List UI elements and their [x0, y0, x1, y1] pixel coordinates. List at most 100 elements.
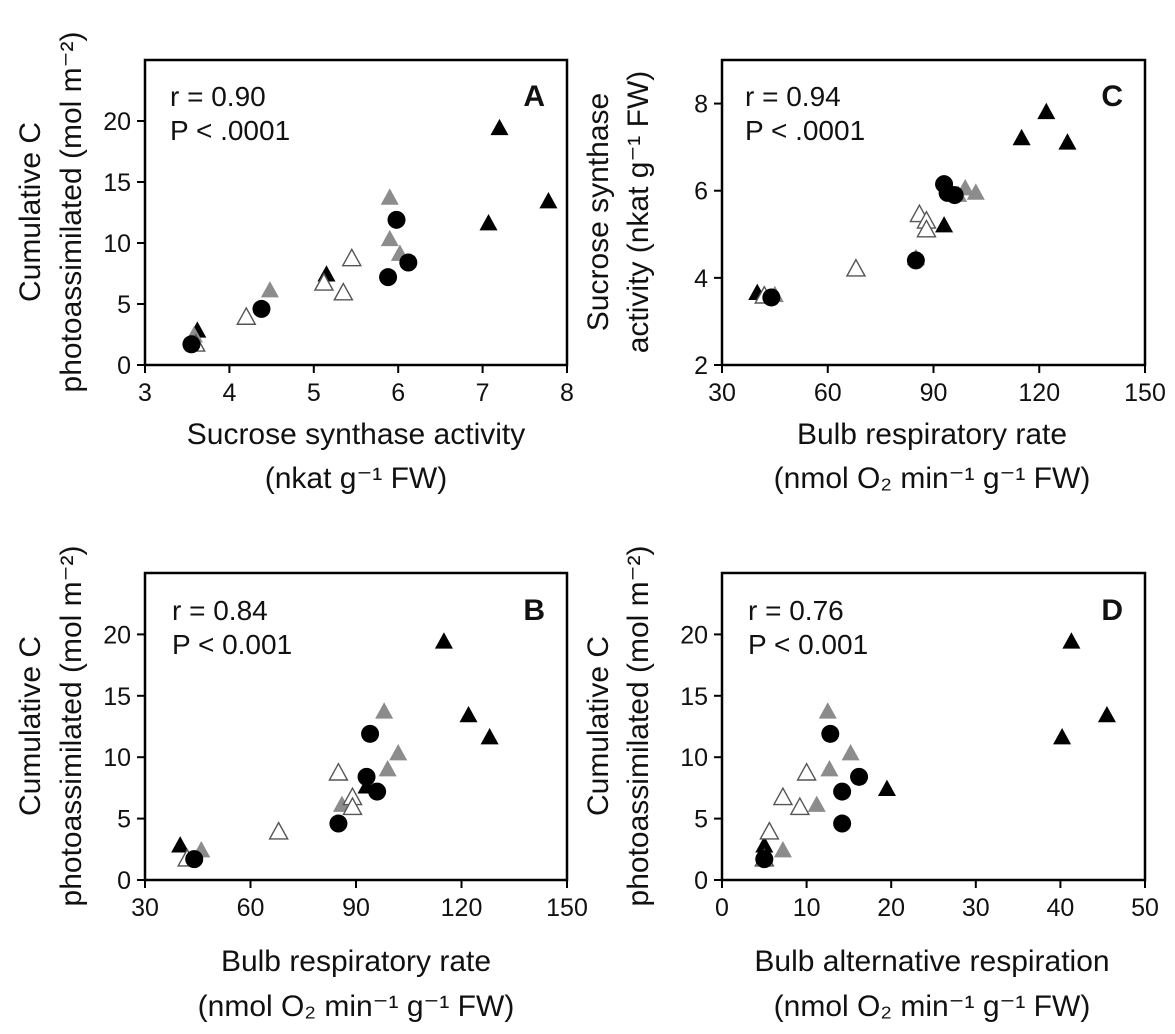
- panel-c-point-open-triangle: [845, 258, 867, 277]
- panel-b-point-circle: [361, 724, 380, 743]
- panel-a-ylabel-line2: photoassimilated (mol m⁻²): [55, 32, 88, 393]
- panel-d-r-value: r = 0.76: [748, 595, 844, 626]
- panel-d-point-circle: [833, 814, 852, 833]
- panel-d-point-open-triangle: [789, 796, 811, 816]
- panel-c-xtick-label: 30: [708, 379, 736, 407]
- panel-a-point-black-triangle: [539, 192, 558, 209]
- panel-a-xtick-label: 7: [476, 379, 490, 407]
- panel-a-ytick-label: 10: [103, 230, 131, 258]
- panel-d-point-circle: [833, 782, 852, 801]
- panel-d-point-open-triangle: [796, 762, 817, 781]
- panel-b-point-gray-triangle: [375, 702, 394, 719]
- panel-b-r-value: r = 0.84: [172, 595, 268, 626]
- panel-b-points: [171, 632, 499, 869]
- panel-c-ytick-label: 2: [694, 352, 708, 380]
- panel-d-point-gray-triangle: [773, 841, 792, 858]
- panel-d-plot-area: [720, 571, 1147, 882]
- panel-d-xtick-label: 40: [1046, 894, 1074, 922]
- panel-c-xlabel-line2: (nmol O₂ min⁻¹ g⁻¹ FW): [774, 462, 1091, 495]
- panel-d-point-circle: [850, 767, 869, 786]
- panel-c-point-black-triangle: [1058, 133, 1077, 150]
- panel-c-ytick-label: 4: [694, 265, 708, 293]
- panel-b-ytick-label: 5: [117, 806, 131, 834]
- panel-a-point-circle: [379, 268, 398, 287]
- panel-a-ticks: 3 4 5 6 7 8 0 5 10 15 20: [103, 108, 574, 407]
- panel-b-point-circle: [357, 767, 376, 786]
- panel-d-ticks: 0 10 20 30 40 50 0 5 10 15 20: [680, 621, 1159, 922]
- panel-d: r = 0.76 P < 0.001 D Cumulative C photoa…: [582, 546, 1159, 1023]
- panel-a-point-black-triangle: [479, 213, 498, 231]
- panel-a-ylabel-line1: Cumulative C: [14, 122, 47, 302]
- panel-b-xtick-label: 120: [441, 894, 483, 922]
- panel-c-r-value: r = 0.94: [745, 81, 841, 112]
- panel-d-point-open-triangle: [759, 821, 780, 840]
- panel-a-xlabel-line2: (nkat g⁻¹ FW): [265, 462, 448, 495]
- panel-c-p-value: P < .0001: [745, 115, 865, 146]
- panel-a-point-gray-triangle: [380, 229, 399, 247]
- panel-b: r = 0.84 P < 0.001 B Cumulative C photoa…: [14, 546, 588, 1023]
- panel-b-xtick-label: 30: [131, 894, 159, 922]
- panel-d-point-gray-triangle: [818, 702, 837, 719]
- panel-c-point-circle: [762, 288, 781, 307]
- panel-b-ytick-label: 10: [103, 744, 131, 772]
- panel-d-point-gray-triangle: [807, 795, 826, 812]
- panel-b-ytick-label: 0: [117, 867, 131, 895]
- panel-a-point-circle: [399, 253, 418, 272]
- panel-a-xtick-label: 3: [138, 379, 152, 407]
- panel-a-ytick-label: 15: [103, 169, 131, 197]
- panel-c: r = 0.94 P < .0001 C Sucrose synthase ac…: [582, 58, 1166, 495]
- panel-d-point-circle: [755, 850, 774, 869]
- panel-b-xlabel-line2: (nmol O₂ min⁻¹ g⁻¹ FW): [198, 990, 515, 1023]
- panel-d-point-gray-triangle: [820, 759, 839, 777]
- panel-c-letter: C: [1101, 80, 1123, 113]
- panel-a-points: [182, 118, 558, 354]
- panel-c-point-black-triangle: [1037, 102, 1056, 120]
- panel-b-point-open-triangle: [342, 796, 363, 816]
- panel-a-point-open-triangle: [333, 282, 354, 301]
- panel-a-ytick-label: 20: [103, 108, 131, 136]
- panel-b-letter: B: [523, 594, 545, 627]
- panel-a-xtick-label: 8: [560, 379, 574, 407]
- panel-a-ytick-label: 0: [117, 352, 131, 380]
- panel-c-ylabel-line2: activity (nkat g⁻¹ FW): [622, 71, 655, 354]
- panel-a-xtick-label: 5: [307, 379, 321, 407]
- panel-d-points: [754, 632, 1116, 869]
- panel-c-xtick-label: 60: [814, 379, 842, 407]
- panel-b-point-black-triangle: [171, 836, 190, 853]
- panel-c-ytick-label: 8: [694, 91, 708, 119]
- panel-b-xtick-label: 150: [546, 894, 588, 922]
- panel-d-ylabel-line1: Cumulative C: [582, 636, 615, 816]
- panel-d-ylabel-line2: photoassimilated (mol m⁻²): [622, 546, 655, 907]
- panel-a-point-gray-triangle: [260, 281, 279, 298]
- panel-b-xtick-label: 90: [342, 894, 370, 922]
- panel-c-point-gray-triangle: [966, 183, 985, 200]
- panel-b-xlabel-line1: Bulb respiratory rate: [221, 945, 491, 978]
- panel-a-point-circle: [387, 210, 406, 229]
- panel-d-ytick-label: 5: [694, 806, 708, 834]
- panel-c-point-open-triangle: [916, 218, 937, 238]
- panel-d-point-gray-triangle: [841, 744, 860, 761]
- panel-b-point-gray-triangle: [389, 744, 408, 761]
- panel-d-point-black-triangle: [877, 779, 896, 796]
- panel-b-point-black-triangle: [434, 632, 453, 649]
- panel-d-ytick-label: 0: [694, 867, 708, 895]
- panel-b-ticks: 30 60 90 120 150 0 5 10 15 20: [103, 621, 588, 922]
- panel-b-p-value: P < 0.001: [172, 629, 292, 660]
- panel-b-ylabel-line2: photoassimilated (mol m⁻²): [55, 546, 88, 907]
- panel-a-point-black-triangle: [490, 118, 509, 136]
- panel-a-letter: A: [523, 80, 545, 113]
- panel-d-point-circle: [821, 724, 840, 743]
- panel-b-point-black-triangle: [480, 728, 499, 745]
- panel-a-xlabel-line1: Sucrose synthase activity: [187, 418, 525, 451]
- panel-c-ytick-label: 6: [694, 178, 708, 206]
- panel-a-point-open-triangle: [236, 306, 257, 325]
- panel-c-point-circle: [906, 251, 925, 270]
- panel-b-point-circle: [185, 850, 204, 869]
- panel-c-points: [748, 102, 1077, 307]
- panel-d-xlabel-line1: Bulb alternative respiration: [754, 945, 1109, 978]
- panel-c-point-circle: [945, 186, 964, 205]
- panel-a-point-open-triangle: [313, 272, 335, 291]
- panel-d-xtick-label: 10: [793, 894, 821, 922]
- panel-a-point-open-triangle: [341, 247, 362, 267]
- panel-a-point-circle: [182, 335, 201, 354]
